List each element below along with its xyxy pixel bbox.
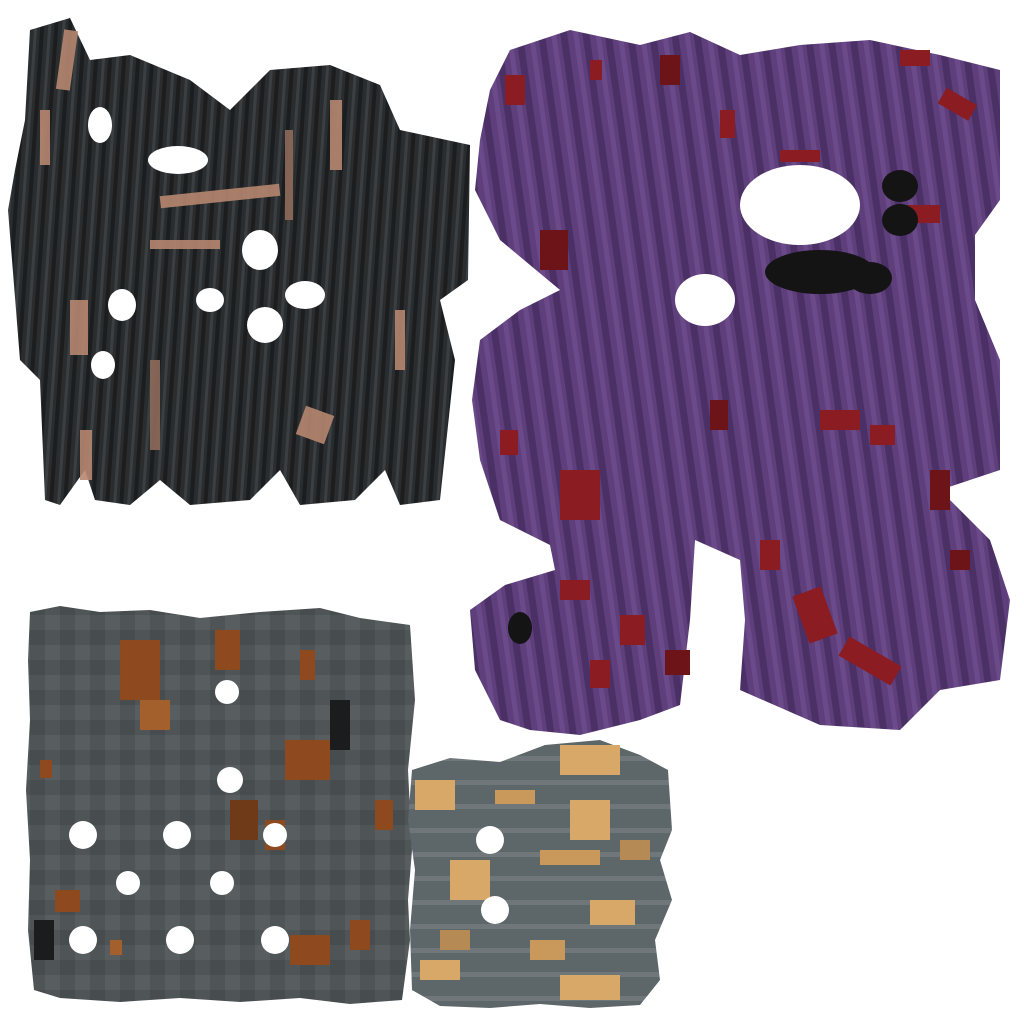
- purple-patch-shape: [470, 30, 1010, 735]
- grey-rust-patch-shape: [26, 606, 415, 1004]
- purple-patch-holes: [675, 165, 860, 326]
- grey-rust-patch: [26, 606, 415, 1004]
- purple-patch-dark-spots: [508, 170, 918, 644]
- dark-patch-holes: [88, 107, 325, 379]
- dark-patch-accents: [40, 29, 405, 480]
- dark-patch-shape: [8, 18, 470, 505]
- grey-tan-patch-accents: [415, 745, 650, 1000]
- grey-rust-patch-stains: [34, 630, 393, 965]
- grey-tan-patch: [408, 740, 672, 1008]
- purple-patch-flecks: [500, 50, 978, 688]
- dark-striped-patch: [8, 18, 470, 505]
- purple-patch: [470, 30, 1010, 735]
- grey-rust-patch-holes: [69, 680, 289, 954]
- grey-tan-patch-holes: [476, 826, 509, 924]
